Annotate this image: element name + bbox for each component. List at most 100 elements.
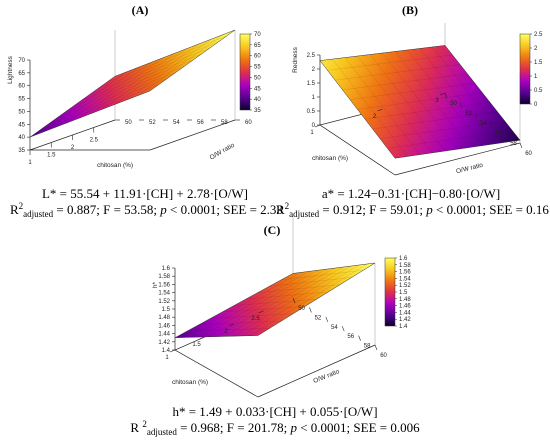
y-tick-label: 58 bbox=[364, 344, 371, 350]
stats-prefix: R bbox=[130, 420, 143, 435]
panel-label-b: (B) bbox=[402, 3, 418, 17]
surface-mesh-line bbox=[186, 328, 270, 332]
colorbar-tick-label: 45 bbox=[254, 86, 261, 92]
z-tick-label: 1.42 bbox=[158, 340, 170, 346]
y-tick-label: 56 bbox=[347, 334, 354, 340]
stats-sub: adjusted bbox=[146, 427, 177, 437]
y-tick-label: 58 bbox=[510, 141, 517, 147]
floor-edge bbox=[394, 142, 521, 176]
surface-mesh-line bbox=[89, 48, 210, 95]
stats-sup: 2 bbox=[284, 201, 290, 211]
x-axis-label: chitosan (%) bbox=[172, 379, 208, 386]
surface-mesh-line bbox=[257, 284, 340, 293]
surface-plane bbox=[29, 29, 236, 138]
z-tick-label: 1.54 bbox=[158, 291, 170, 297]
z-tick-label: 40 bbox=[18, 135, 25, 141]
surface-chart-a: 11.522.550 52 54 56 58 603540455055606570chit… bbox=[7, 29, 261, 169]
x-tick-label: 2 bbox=[224, 329, 228, 335]
surface-mesh-line bbox=[41, 71, 128, 133]
y-tick bbox=[341, 326, 345, 332]
caption-a: L* = 55.54 + 11.91·[CH] + 2.78·[O/W] R2a… bbox=[10, 186, 283, 219]
colorbar-tick-label: 70 bbox=[254, 32, 261, 38]
z-tick-label: 1.52 bbox=[158, 299, 170, 305]
y-axis-label: O/W ratio bbox=[455, 162, 484, 176]
surface-mesh-line bbox=[344, 57, 421, 155]
x-tick-label: 1.5 bbox=[47, 153, 56, 159]
surface-mesh-line bbox=[77, 57, 164, 119]
colorbar-tick-label: 1.48 bbox=[399, 297, 411, 303]
surface-mesh-line bbox=[106, 35, 227, 83]
z-tick-label: 1.58 bbox=[158, 274, 170, 280]
z-tick-label: 1.6 bbox=[162, 266, 171, 272]
y-tick-label: 60 bbox=[525, 151, 532, 157]
surface-mesh-line bbox=[210, 313, 294, 319]
colorbar-tick-label: 55 bbox=[254, 65, 261, 71]
y-tick-label: 54 bbox=[480, 121, 487, 127]
surface-mesh-line bbox=[97, 41, 219, 89]
surface-mesh-line bbox=[382, 52, 458, 150]
x-tick bbox=[377, 108, 383, 112]
z-tick-label: 1.5 bbox=[162, 307, 171, 313]
surface-mesh-line bbox=[55, 72, 176, 120]
x-tick-label: 1 bbox=[310, 130, 314, 136]
colorbar-tick-label: 1.52 bbox=[399, 283, 411, 289]
colorbar-tick-label: 1.6 bbox=[399, 256, 408, 262]
y-tick bbox=[459, 102, 463, 109]
colorbar-tick-label: 0 bbox=[534, 102, 538, 108]
stats-sub: adjusted bbox=[289, 209, 320, 219]
z-tick-label: 45 bbox=[18, 122, 25, 128]
stats-sup: 2 bbox=[142, 419, 147, 429]
z-axis-label: h* bbox=[152, 281, 159, 288]
x-tick-label: 1 bbox=[28, 160, 32, 166]
y-tick-label: 56 bbox=[495, 131, 502, 137]
surface-mesh-line bbox=[113, 43, 200, 105]
surface-mesh-line bbox=[208, 269, 326, 337]
z-tick-label: 0 bbox=[312, 123, 316, 129]
x-tick bbox=[199, 336, 205, 340]
surface-mesh-line bbox=[369, 54, 446, 152]
y-tick-label: 50 bbox=[125, 120, 132, 126]
colorbar-tick-label: 2 bbox=[534, 46, 538, 52]
stats-c: R 2adjusted = 0.968; F = 201.78; p < 0.0… bbox=[125, 419, 425, 437]
z-tick-label: 1.48 bbox=[158, 315, 170, 321]
stats-prefix: R bbox=[276, 202, 285, 217]
surface-mesh-line bbox=[232, 265, 351, 337]
z-tick-label: 1.56 bbox=[158, 282, 170, 288]
y-tick bbox=[444, 92, 448, 99]
caption-b: a* = 1.24−0.31·[CH]−0.80·[O/W] R2adjuste… bbox=[276, 186, 549, 219]
y-tick-label: 54 bbox=[173, 120, 180, 126]
colorbar-tick-label: 1 bbox=[534, 74, 538, 80]
surface-plane bbox=[319, 45, 521, 159]
x-tick-label: 2 bbox=[373, 114, 377, 120]
y-tick-label: 52 bbox=[465, 111, 472, 117]
z-tick-label: 2.5 bbox=[307, 53, 316, 59]
equation-a: L* = 55.54 + 11.91·[CH] + 2.78·[O/W] bbox=[41, 186, 248, 201]
y-axis-label: O/W ratio bbox=[209, 142, 237, 162]
p-symbol: p bbox=[290, 420, 297, 435]
y-tick-label: 56 bbox=[197, 120, 204, 126]
y-tick bbox=[489, 122, 493, 129]
x-tick-label: 2.5 bbox=[251, 316, 260, 322]
x-tick-label: 1 bbox=[165, 355, 169, 361]
surface-plane bbox=[174, 262, 376, 338]
colorbar bbox=[239, 33, 251, 111]
stats-prefix: R bbox=[10, 202, 19, 217]
x-tick bbox=[439, 92, 446, 96]
y-tick bbox=[358, 335, 361, 341]
surface-mesh-line bbox=[89, 52, 176, 115]
colorbar-tick-label: 0.5 bbox=[534, 88, 543, 94]
y-tick bbox=[504, 132, 508, 139]
y-tick-label: 58 bbox=[221, 120, 228, 126]
colorbar bbox=[384, 257, 396, 327]
colorbar-tick-label: 50 bbox=[254, 75, 261, 81]
colorbar-tick-label: 2.5 bbox=[534, 32, 543, 38]
z-tick-label: 1 bbox=[312, 95, 316, 101]
colorbar-tick-label: 1.42 bbox=[399, 317, 411, 323]
surface-mesh-line bbox=[191, 271, 310, 338]
y-tick bbox=[474, 112, 478, 119]
surface-mesh-line bbox=[46, 78, 168, 126]
colorbar-tick-label: 1.54 bbox=[399, 276, 411, 282]
surface-mesh-line bbox=[80, 54, 202, 101]
surface-mesh-line bbox=[241, 264, 359, 337]
